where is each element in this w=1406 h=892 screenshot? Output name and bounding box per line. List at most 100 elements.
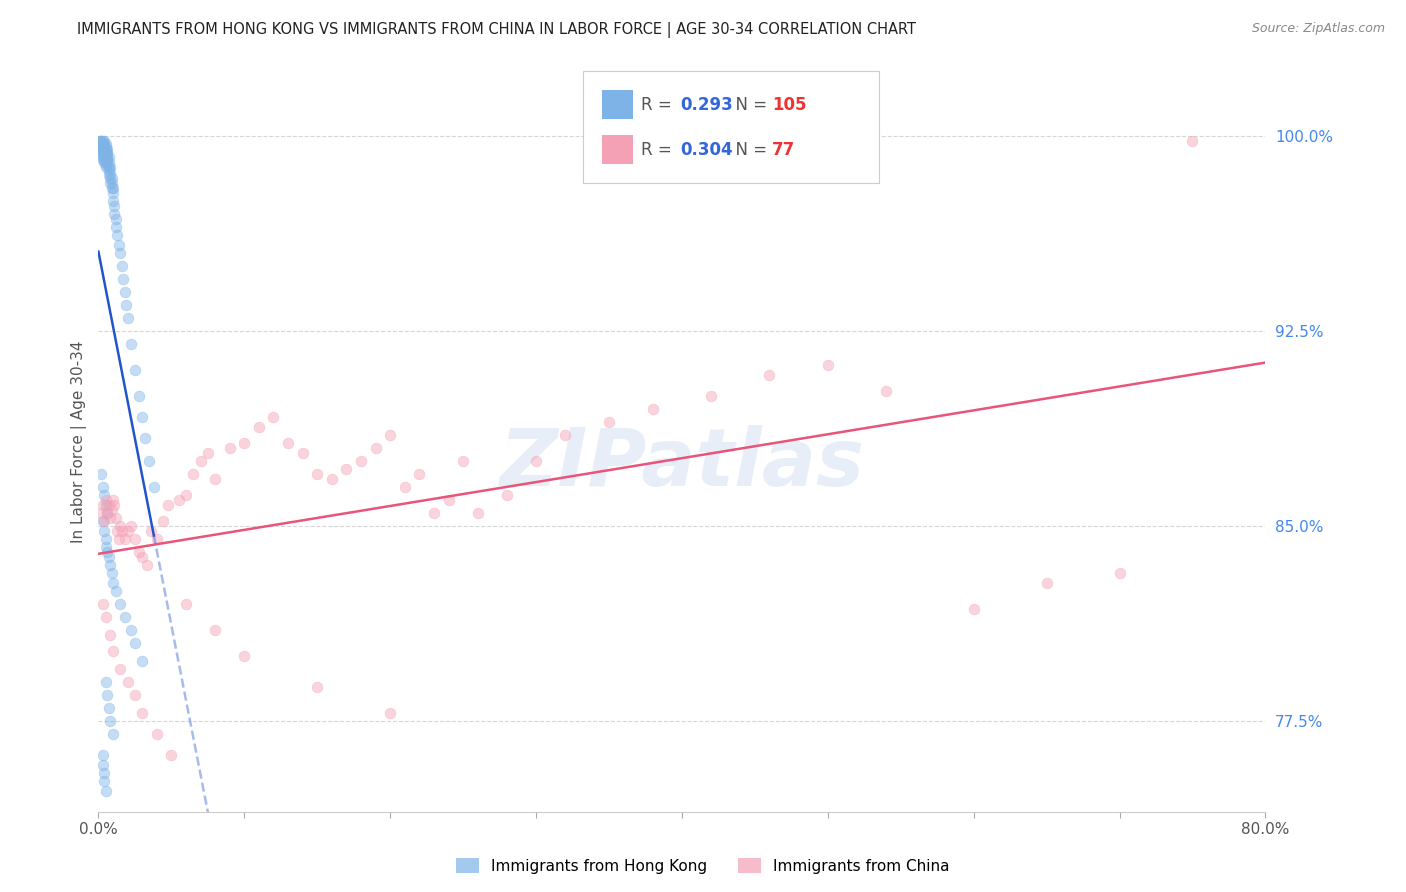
Point: [91, 480, 114, 494]
Point: [110, 246, 132, 260]
Point: [307, 680, 329, 694]
Point: [93, 514, 115, 528]
Point: [380, 428, 402, 442]
Point: [91, 145, 114, 159]
Point: [91, 597, 114, 611]
Point: [350, 454, 373, 468]
Point: [91, 142, 114, 156]
Text: 77: 77: [772, 141, 796, 159]
Point: [233, 648, 256, 663]
Point: [291, 446, 314, 460]
Point: [114, 532, 136, 546]
Point: [94, 532, 117, 546]
Point: [101, 576, 124, 591]
Point: [94, 137, 117, 152]
Point: [120, 623, 142, 637]
Point: [94, 153, 117, 167]
Point: [467, 506, 489, 520]
Point: [112, 272, 135, 286]
Point: [91, 150, 114, 164]
Point: [128, 389, 150, 403]
Point: [98, 511, 121, 525]
Point: [110, 662, 132, 676]
Point: [408, 467, 430, 481]
Text: N =: N =: [725, 95, 773, 113]
Point: [101, 493, 124, 508]
Point: [131, 706, 153, 720]
Point: [134, 431, 156, 445]
Point: [114, 610, 136, 624]
Point: [94, 784, 117, 798]
Text: 0.293: 0.293: [681, 95, 734, 113]
Point: [100, 176, 122, 190]
Point: [146, 727, 169, 741]
Point: [120, 519, 142, 533]
Point: [96, 153, 118, 167]
Point: [98, 558, 121, 572]
Point: [181, 467, 204, 481]
Point: [93, 524, 115, 538]
Y-axis label: In Labor Force | Age 30-34: In Labor Force | Age 30-34: [72, 340, 87, 543]
Point: [91, 135, 114, 149]
Text: ZIPatlas: ZIPatlas: [499, 425, 865, 503]
Point: [423, 506, 446, 520]
Point: [124, 363, 146, 377]
Point: [90, 135, 112, 149]
Point: [598, 415, 620, 429]
Point: [98, 161, 121, 175]
Point: [524, 454, 547, 468]
Point: [128, 545, 150, 559]
Point: [96, 147, 118, 161]
Point: [204, 472, 226, 486]
Point: [96, 506, 118, 520]
Point: [96, 155, 118, 169]
Point: [90, 137, 112, 152]
Point: [97, 161, 120, 175]
Point: [91, 137, 114, 152]
Point: [135, 558, 157, 572]
Point: [91, 139, 114, 153]
Point: [93, 145, 115, 159]
Text: 0.304: 0.304: [681, 141, 733, 159]
Point: [100, 181, 122, 195]
Point: [124, 688, 146, 702]
Point: [90, 467, 112, 481]
Point: [96, 688, 118, 702]
Point: [97, 155, 120, 169]
Point: [97, 163, 120, 178]
Point: [139, 524, 162, 538]
Point: [108, 238, 131, 252]
Point: [105, 524, 128, 538]
Point: [94, 493, 117, 508]
Point: [138, 454, 160, 468]
Point: [91, 147, 114, 161]
Point: [89, 135, 111, 149]
Point: [700, 389, 723, 403]
Point: [157, 498, 180, 512]
Point: [93, 153, 115, 167]
Point: [131, 654, 153, 668]
Text: IMMIGRANTS FROM HONG KONG VS IMMIGRANTS FROM CHINA IN LABOR FORCE | AGE 30-34 CO: IMMIGRANTS FROM HONG KONG VS IMMIGRANTS …: [77, 22, 917, 38]
Point: [93, 139, 115, 153]
Point: [103, 207, 125, 221]
Point: [117, 524, 139, 538]
Point: [91, 747, 114, 762]
Text: N =: N =: [725, 141, 773, 159]
Point: [101, 643, 124, 657]
Point: [94, 145, 117, 159]
Point: [90, 142, 112, 156]
Point: [131, 550, 153, 565]
Point: [496, 488, 519, 502]
Point: [117, 674, 139, 689]
Point: [93, 137, 115, 152]
Point: [104, 220, 127, 235]
Point: [124, 532, 146, 546]
Point: [111, 259, 134, 273]
Point: [98, 176, 121, 190]
Point: [94, 158, 117, 172]
Point: [90, 135, 112, 149]
Point: [94, 498, 117, 512]
Point: [96, 506, 118, 520]
Point: [174, 597, 197, 611]
Point: [152, 514, 174, 528]
